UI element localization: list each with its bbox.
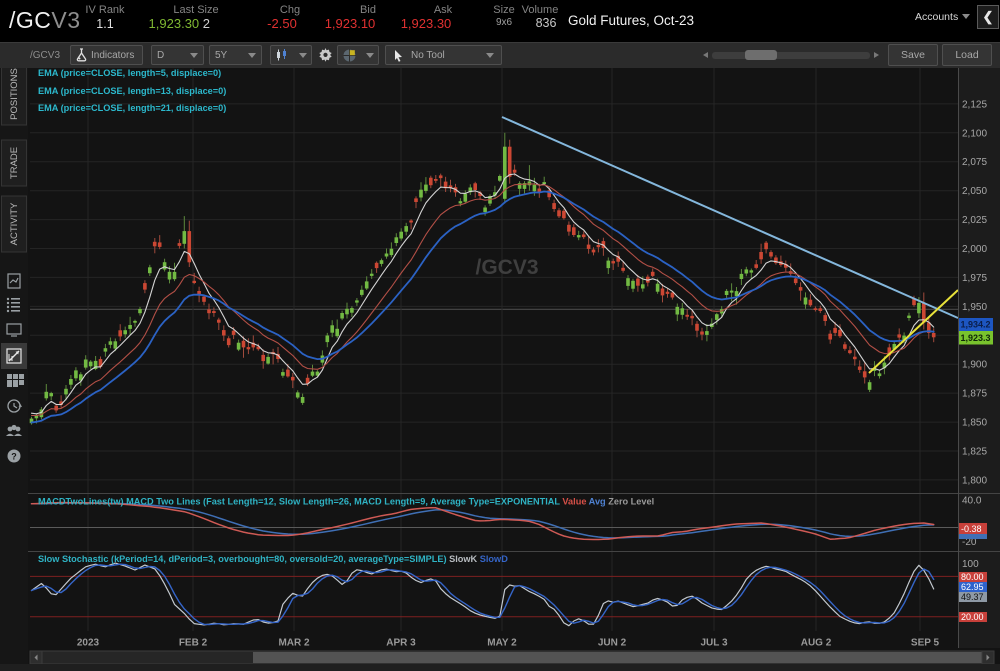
svg-text:MAR 2: MAR 2 [278, 638, 310, 649]
svg-text:AUG 2: AUG 2 [801, 638, 832, 649]
svg-text:1,975: 1,975 [962, 273, 987, 284]
svg-text:JUL 3: JUL 3 [700, 638, 727, 649]
svg-text:APR 3: APR 3 [386, 638, 416, 649]
svg-text:-0.38: -0.38 [961, 524, 982, 534]
svg-text:MACDTwoLines(tw) MACD Two Line: MACDTwoLines(tw) MACD Two Lines (Fast Le… [38, 497, 654, 507]
svg-text:2023: 2023 [77, 638, 100, 649]
svg-text:1,875: 1,875 [962, 389, 987, 400]
svg-text:FEB 2: FEB 2 [179, 638, 208, 649]
svg-text:-20: -20 [962, 537, 977, 548]
svg-text:20.00: 20.00 [961, 612, 984, 622]
svg-text:?: ? [11, 452, 17, 462]
svg-text:1,950: 1,950 [962, 302, 987, 313]
svg-text:62.95: 62.95 [961, 582, 984, 592]
svg-text:1,800: 1,800 [962, 475, 987, 486]
svg-text:40.0: 40.0 [962, 496, 982, 507]
svg-text:49.37: 49.37 [961, 592, 984, 602]
svg-text:MAY 2: MAY 2 [487, 638, 517, 649]
svg-text:ACTIVITY: ACTIVITY [9, 202, 20, 245]
svg-text:80.00: 80.00 [961, 572, 984, 582]
svg-text:2,075: 2,075 [962, 157, 987, 168]
svg-text:/GCV3: /GCV3 [475, 256, 538, 279]
svg-text:POSITIONS: POSITIONS [9, 68, 20, 120]
svg-text:2,100: 2,100 [962, 128, 987, 139]
svg-text:2,125: 2,125 [962, 99, 987, 110]
svg-text:TRADE: TRADE [9, 147, 20, 179]
svg-text:2,050: 2,050 [962, 186, 987, 197]
svg-text:1,900: 1,900 [962, 360, 987, 371]
svg-text:Slow Stochastic (kPeriod=14, d: Slow Stochastic (kPeriod=14, dPeriod=3, … [38, 554, 508, 564]
svg-text:2,000: 2,000 [962, 244, 987, 255]
svg-text:1,850: 1,850 [962, 418, 987, 429]
svg-text:1,825: 1,825 [962, 447, 987, 458]
svg-text:100: 100 [962, 559, 979, 570]
svg-text:JUN 2: JUN 2 [598, 638, 627, 649]
svg-text:2,025: 2,025 [962, 215, 987, 226]
svg-text:SEP 5: SEP 5 [911, 638, 940, 649]
svg-text:1,923.3: 1,923.3 [961, 333, 991, 343]
svg-text:1,934.2: 1,934.2 [961, 320, 991, 330]
